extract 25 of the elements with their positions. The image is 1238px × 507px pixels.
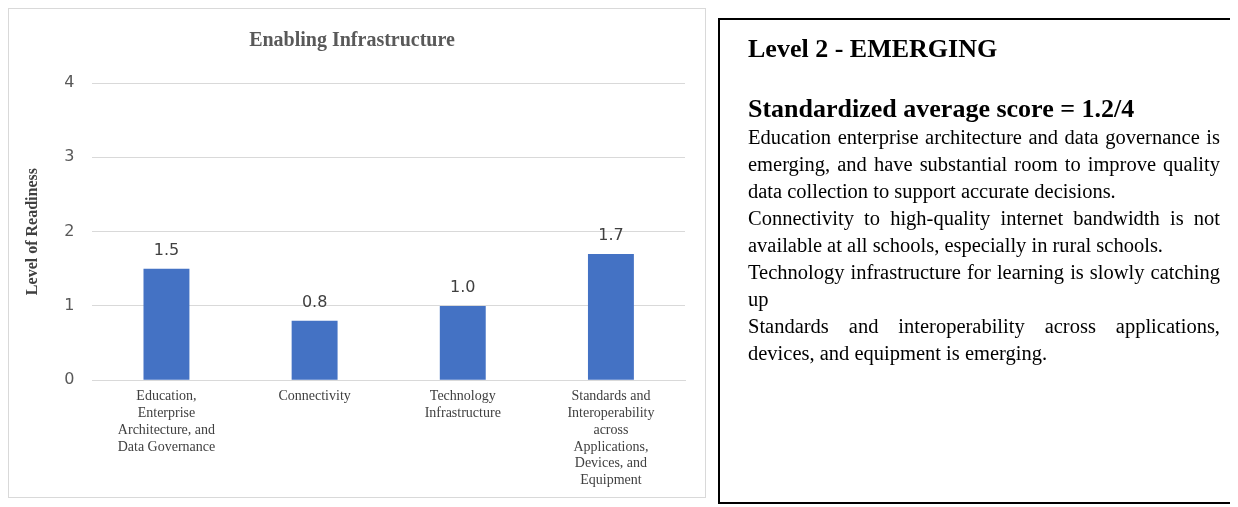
text: Standards and interoperability across applications, devices, and equipment is emerging.: [748, 314, 1220, 367]
y-tick-label: 4: [64, 72, 75, 92]
y-tick-label: 2: [64, 220, 75, 240]
y-tick-label: 0: [64, 369, 75, 389]
data-label: 1.5: [153, 239, 180, 259]
bar: [143, 268, 190, 380]
bar: [291, 320, 338, 380]
y-tick-label: 3: [64, 146, 75, 166]
y-tick-label: 1: [64, 295, 75, 315]
bar: [587, 253, 634, 380]
x-tick-label: Education, Enterprise Architecture, and Data Governance: [117, 388, 216, 454]
data-label: 0.8: [301, 291, 328, 311]
x-tick-label: Connectivity: [278, 388, 351, 404]
chart-title: Enabling Infrastructure: [249, 28, 455, 52]
text: Standardized average score = 1.2/4: [748, 94, 1136, 124]
x-tick-label: Technology Infrastructure: [424, 388, 501, 421]
bar: [439, 305, 486, 380]
x-tick-label: Standards and Interoperability across Applications, Devices, and Equipment: [567, 388, 655, 488]
text: Technology infrastructure for learning is slowly catching up: [748, 260, 1220, 313]
data-label: 1.7: [598, 225, 624, 245]
text: Connectivity to high-quality internet bandwidth is not available at all schools, especially in rural schools.: [748, 206, 1220, 259]
y-axis-title: Level of Readiness: [22, 168, 40, 296]
data-label: 1.0: [450, 277, 476, 297]
text: Level 2 - EMERGING: [748, 34, 999, 64]
text: Education enterprise architecture and data governance is emerging, and have substantial room to improve quality data collection to support accurate decisions.: [748, 125, 1220, 205]
